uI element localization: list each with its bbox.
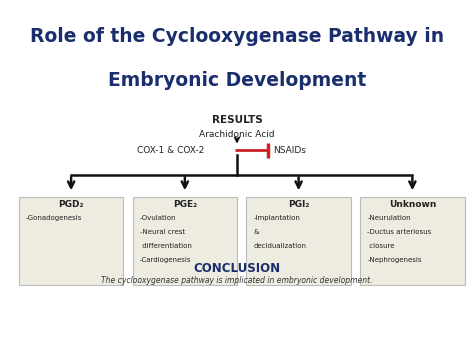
Text: -Neurulation: -Neurulation <box>367 214 411 220</box>
Text: COX-1 & COX-2: COX-1 & COX-2 <box>137 146 204 155</box>
Text: -Ovulation: -Ovulation <box>140 214 176 220</box>
Text: Arachidonic Acid: Arachidonic Acid <box>199 130 275 139</box>
Text: CONCLUSION: CONCLUSION <box>193 262 281 275</box>
Text: differentiation: differentiation <box>140 242 191 248</box>
Text: -Cardiogenesis: -Cardiogenesis <box>140 257 191 263</box>
Text: american
physiological
society: american physiological society <box>392 315 433 333</box>
Text: decidualization: decidualization <box>254 242 307 248</box>
Text: Unknown: Unknown <box>389 200 436 209</box>
Text: © 2023: © 2023 <box>168 324 226 338</box>
FancyBboxPatch shape <box>19 197 123 285</box>
Text: RESULTS: RESULTS <box>211 115 263 125</box>
Text: -Neural crest: -Neural crest <box>140 229 185 235</box>
Text: -Nephrogenesis: -Nephrogenesis <box>367 257 422 263</box>
Text: PGD₂: PGD₂ <box>58 200 84 209</box>
Text: CELL PHYSIOLOGY.: CELL PHYSIOLOGY. <box>14 324 159 338</box>
Text: AMERICAN JOURNAL OF PHYSIOLOGY: AMERICAN JOURNAL OF PHYSIOLOGY <box>14 301 135 307</box>
Text: -Implantation: -Implantation <box>254 214 301 220</box>
Text: -Gonadogenesis: -Gonadogenesis <box>26 214 82 220</box>
FancyBboxPatch shape <box>133 197 237 285</box>
FancyBboxPatch shape <box>246 197 351 285</box>
Text: PGE₂: PGE₂ <box>173 200 197 209</box>
Text: closure: closure <box>367 242 395 248</box>
Text: NSAIDs: NSAIDs <box>273 146 306 155</box>
Text: The cyclooxygenase pathway is implicated in embryonic development.: The cyclooxygenase pathway is implicated… <box>101 276 373 285</box>
Text: &: & <box>254 229 259 235</box>
Text: PGI₂: PGI₂ <box>288 200 310 209</box>
FancyBboxPatch shape <box>360 197 465 285</box>
Text: -Ductus arteriosus: -Ductus arteriosus <box>367 229 432 235</box>
Text: Embryonic Development: Embryonic Development <box>108 71 366 91</box>
Text: Role of the Cyclooxygenase Pathway in: Role of the Cyclooxygenase Pathway in <box>30 27 444 46</box>
